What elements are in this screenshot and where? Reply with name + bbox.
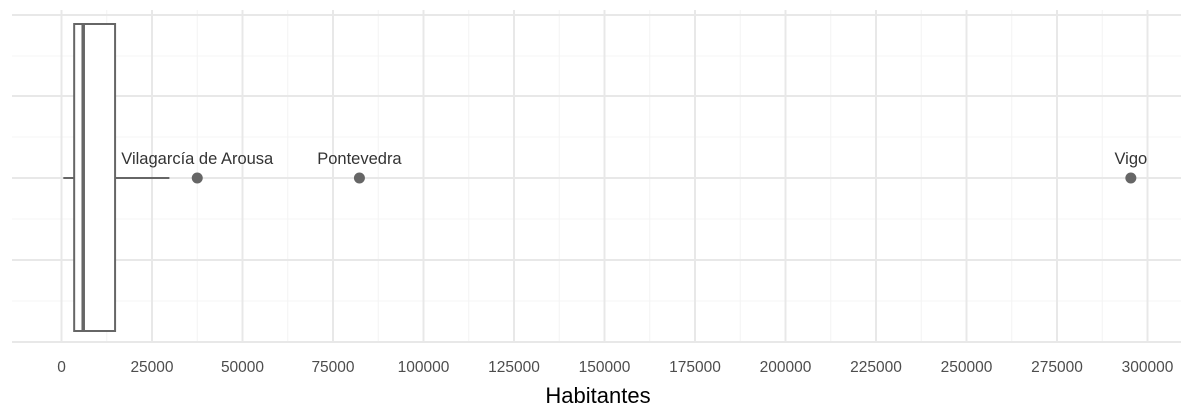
x-tick-label: 275000 [1031,359,1083,376]
interquartile-box [73,23,117,332]
outlier-point [1125,172,1137,184]
box-layer [63,23,170,332]
outlier-point [353,172,365,184]
x-tick-label: 50000 [221,359,264,376]
x-tick-label: 75000 [311,359,354,376]
outlier-label: Vigo [1114,150,1147,168]
x-tick-label: 125000 [488,359,540,376]
x-tick-label: 150000 [579,359,631,376]
x-tick-label: 300000 [1122,359,1174,376]
x-tick-label: 0 [57,359,66,376]
outlier-point [191,172,203,184]
x-tick-label: 25000 [130,359,173,376]
outlier-label: Vilagarcía de Arousa [121,150,274,168]
x-tick-label: 200000 [760,359,812,376]
outlier-points-layer: Vilagarcía de Arousa Pontevedra Vigo [121,150,1147,184]
x-axis-label: Habitantes [545,383,650,405]
grid-layer [12,10,1181,343]
x-tick-label: 100000 [398,359,450,376]
x-tick-label: 175000 [669,359,721,376]
x-tick-label: 225000 [850,359,902,376]
outlier-label: Pontevedra [317,150,402,168]
x-tick-labels-layer: 0 25000 50000 75000 100000 125000 150000 175000… [57,359,1174,376]
x-tick-label: 250000 [941,359,993,376]
